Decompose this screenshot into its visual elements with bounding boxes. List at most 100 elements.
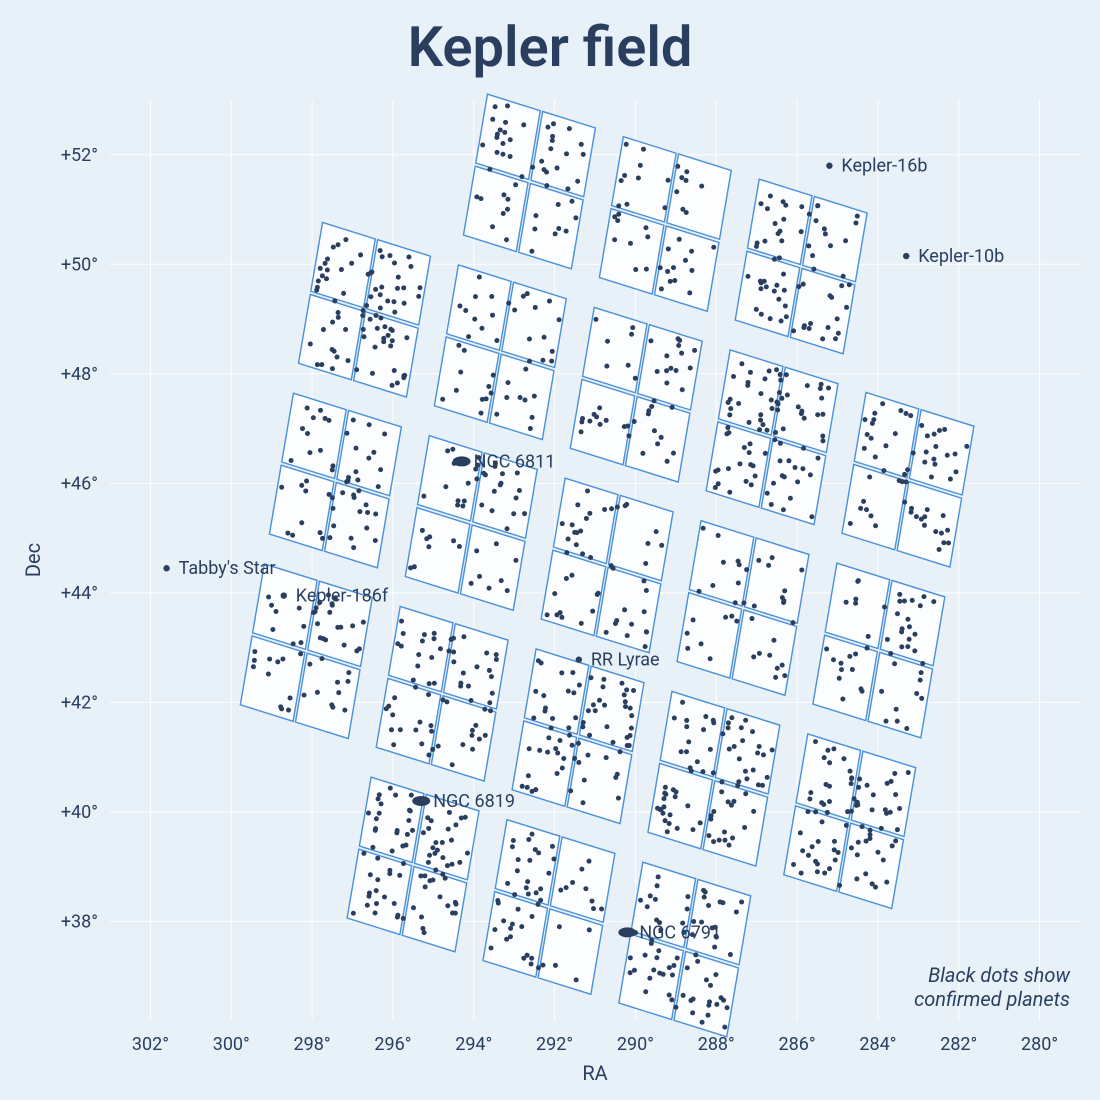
planet-dot [451, 649, 456, 654]
planet-dot [737, 756, 742, 761]
planet-dot [566, 689, 571, 694]
planet-dot [849, 781, 854, 786]
planet-dot [604, 364, 609, 369]
planet-dot [576, 760, 581, 765]
planet-dot [801, 282, 806, 287]
object-marker [903, 253, 909, 259]
planet-dot [868, 832, 873, 837]
planet-dot [487, 700, 492, 705]
planet-dot [823, 231, 828, 236]
planet-dot [479, 502, 484, 507]
planet-dot [773, 221, 778, 226]
planet-dot [581, 152, 586, 157]
planet-dot [727, 490, 732, 495]
planet-dot [494, 338, 499, 343]
planet-dot [870, 807, 875, 812]
planet-dot [679, 749, 684, 754]
planet-dot [572, 756, 577, 761]
planet-dot [545, 125, 550, 130]
planet-dot [381, 339, 386, 344]
planet-dot [786, 458, 791, 463]
planet-dot [782, 288, 787, 293]
planet-dot [503, 120, 508, 125]
planet-dot [489, 674, 494, 679]
planet-dot [528, 426, 533, 431]
planet-dot [583, 886, 588, 891]
footnote-line1: Black dots show [928, 963, 1070, 987]
planet-dot [361, 308, 366, 313]
planet-dot [356, 488, 361, 493]
planet-dot [386, 704, 391, 709]
planet-dot [469, 733, 474, 738]
planet-dot [474, 476, 479, 481]
planet-dot [456, 498, 461, 503]
planet-dot [573, 215, 578, 220]
planet-dot [392, 310, 397, 315]
planet-dot [440, 840, 445, 845]
planet-dot [330, 705, 335, 710]
planet-dot [473, 723, 478, 728]
ccd-chip [282, 393, 346, 478]
planet-dot [469, 698, 474, 703]
planet-dot [330, 347, 335, 352]
planet-dot [321, 636, 326, 641]
planet-dot [553, 231, 558, 236]
planet-dot [315, 621, 320, 626]
planet-dot [668, 279, 673, 284]
planet-dot [725, 425, 730, 430]
planet-dot [579, 621, 584, 626]
planet-dot [597, 698, 602, 703]
planet-dot [460, 742, 465, 747]
planet-dot [744, 479, 749, 484]
planet-dot [728, 952, 733, 957]
planet-dot [767, 369, 772, 374]
planet-dot [772, 289, 777, 294]
planet-dot [686, 739, 691, 744]
planet-dot [542, 335, 547, 340]
planet-dot [345, 679, 350, 684]
planet-dot [303, 488, 308, 493]
planet-dot [349, 261, 354, 266]
planet-dot [757, 427, 762, 432]
planet-dot [866, 634, 871, 639]
planet-dot [575, 179, 580, 184]
planet-dot [748, 462, 753, 467]
planet-dot [299, 520, 304, 525]
planet-dot [688, 765, 693, 770]
planet-dot [377, 811, 382, 816]
planet-dot [728, 406, 733, 411]
planet-dot [687, 290, 692, 295]
planet-dot [836, 331, 841, 336]
planet-dot [932, 462, 937, 467]
planet-dot [847, 654, 852, 659]
planet-dot [768, 316, 773, 321]
planet-dot [514, 495, 519, 500]
planet-dot [550, 844, 555, 849]
planet-dot [325, 267, 330, 272]
planet-dot [404, 843, 409, 848]
planet-dot [685, 907, 690, 912]
planet-dot [473, 294, 478, 299]
planet-dot [624, 142, 629, 147]
planet-dot [788, 496, 793, 501]
planet-dot [370, 371, 375, 376]
planet-dot [449, 838, 454, 843]
planet-dot [524, 885, 529, 890]
planet-dot [841, 274, 846, 279]
planet-dot [399, 619, 404, 624]
planet-dot [566, 536, 571, 541]
planet-dot [368, 294, 373, 299]
planet-dot [438, 646, 443, 651]
planet-dot [370, 845, 375, 850]
planet-dot [330, 467, 335, 472]
planet-dot [820, 819, 825, 824]
planet-dot [358, 252, 363, 257]
planet-dot [875, 850, 880, 855]
planet-dot [364, 303, 369, 308]
ccd-chip [761, 439, 825, 524]
planet-dot [364, 502, 369, 507]
planet-dot [652, 398, 657, 403]
planet-dot [929, 474, 934, 479]
planet-dot [357, 509, 362, 514]
planet-dot [755, 240, 760, 245]
